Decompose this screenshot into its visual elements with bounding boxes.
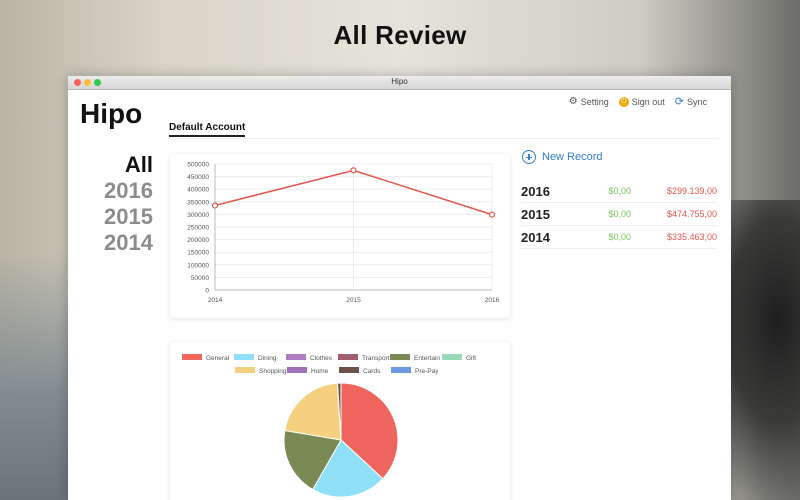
legend-swatch — [338, 354, 358, 360]
sync-button[interactable]: ⟳ Sync — [675, 95, 707, 108]
legend-label[interactable]: General — [206, 355, 230, 362]
legend-swatch — [182, 354, 202, 360]
record-row[interactable]: 2014 $0,00 $335.463,00 — [521, 226, 717, 249]
legend-label[interactable]: Gift — [466, 355, 476, 362]
pie-chart-card: General Dining Clothes Transport Entertain Gi… — [170, 342, 510, 500]
year-nav: All 2016 2015 2014 — [88, 152, 153, 256]
records-list: 2016 $0,00 $299.139,00 2015 $0,00 $474.7… — [521, 180, 717, 249]
y-tick-label: 50000 — [191, 275, 209, 282]
pie-chart: General Dining Clothes Transport Entertain Gi… — [182, 354, 476, 498]
data-point[interactable] — [488, 211, 496, 218]
page-headline: All Review — [333, 20, 467, 50]
data-point[interactable] — [211, 202, 219, 209]
legend-swatch — [235, 367, 255, 373]
x-tick-label: 2016 — [485, 297, 500, 304]
legend-swatch — [286, 354, 306, 360]
legend-label[interactable]: Dining — [258, 355, 277, 362]
plus-circle-icon — [522, 150, 536, 164]
sync-icon: ⟳ — [674, 96, 684, 108]
sync-label: Sync — [686, 96, 707, 107]
y-tick-label: 100000 — [187, 262, 209, 269]
data-point[interactable] — [350, 167, 357, 174]
y-tick-label: 350000 — [187, 199, 209, 206]
y-tick-label: 250000 — [187, 225, 209, 232]
signout-button[interactable]: ⏻ Sign out — [618, 96, 665, 107]
y-tick-label: 150000 — [187, 250, 209, 257]
window-titlebar[interactable]: Hipo — [68, 76, 731, 90]
year-nav-all[interactable]: All — [124, 152, 153, 177]
record-expense: $299.139,00 — [666, 186, 717, 196]
record-income: $0,00 — [608, 232, 631, 242]
legend-swatch — [339, 367, 359, 373]
setting-button[interactable]: ⚙ Setting — [569, 96, 609, 107]
legend-label[interactable]: Entertain — [414, 355, 440, 362]
x-tick-label: 2014 — [208, 297, 223, 304]
record-year: 2014 — [521, 229, 550, 245]
zoom-window-button[interactable] — [94, 79, 101, 86]
new-record-label: New Record — [542, 151, 603, 163]
year-nav-2016[interactable]: 2016 — [104, 178, 153, 203]
record-expense: $474.755,00 — [666, 209, 717, 219]
y-tick-label: 400000 — [187, 187, 209, 194]
record-year: 2016 — [521, 183, 550, 199]
setting-label: Setting — [580, 96, 609, 107]
record-row[interactable]: 2015 $0,00 $474.755,00 — [521, 203, 717, 226]
gear-icon: ⚙ — [568, 96, 578, 107]
app-window: Hipo Hipo ⚙ Setting ⏻ Sign out ⟳ Sync De… — [68, 76, 731, 500]
legend-label[interactable]: Clothes — [310, 355, 333, 362]
legend-label[interactable]: Cards — [363, 368, 381, 375]
legend-swatch — [442, 354, 462, 360]
window-title: Hipo — [391, 77, 408, 86]
power-icon: ⏻ — [618, 96, 629, 107]
signout-label: Sign out — [631, 96, 665, 107]
line-chart: 0 50000 100000 150000 200000 250000 300000 3500… — [187, 162, 500, 305]
y-tick-label: 0 — [205, 288, 209, 295]
close-window-button[interactable] — [74, 79, 81, 86]
pie-slice[interactable] — [283, 429, 342, 491]
tab-default-account[interactable]: Default Account — [169, 122, 246, 137]
legend-swatch — [234, 354, 254, 360]
y-tick-label: 450000 — [187, 174, 209, 181]
record-income: $0,00 — [608, 186, 631, 196]
pie-slice[interactable] — [336, 382, 342, 441]
new-record-button[interactable]: New Record — [522, 150, 603, 164]
legend-swatch — [391, 367, 411, 373]
record-income: $0,00 — [608, 209, 631, 219]
legend-swatch — [390, 354, 410, 360]
legend-swatch — [287, 367, 307, 373]
year-nav-2014[interactable]: 2014 — [104, 230, 153, 255]
minimize-window-button[interactable] — [84, 79, 91, 86]
account-tabs: Default Account — [169, 122, 719, 139]
y-tick-label: 300000 — [187, 212, 209, 219]
x-tick-label: 2015 — [346, 297, 361, 304]
top-actions: ⚙ Setting ⏻ Sign out ⟳ Sync — [569, 95, 707, 108]
record-expense: $335.463,00 — [666, 232, 717, 242]
record-year: 2015 — [521, 206, 550, 222]
y-tick-label: 200000 — [187, 237, 209, 244]
pie-slice[interactable] — [312, 439, 384, 498]
legend-label[interactable]: Home — [311, 368, 329, 375]
legend-label[interactable]: Pre-Pay — [415, 368, 439, 375]
pie-slice[interactable] — [340, 382, 399, 480]
record-row[interactable]: 2016 $0,00 $299.139,00 — [521, 180, 717, 203]
y-tick-label: 500000 — [187, 162, 209, 169]
legend-label[interactable]: Transport — [362, 355, 390, 362]
pie-slice[interactable] — [284, 382, 342, 441]
line-chart-card: 0 50000 100000 150000 200000 250000 300000 3500… — [170, 154, 510, 318]
legend-label[interactable]: Shopping — [259, 368, 287, 375]
app-logo: Hipo — [80, 98, 143, 129]
background-left — [0, 250, 80, 500]
year-nav-2015[interactable]: 2015 — [104, 204, 153, 229]
